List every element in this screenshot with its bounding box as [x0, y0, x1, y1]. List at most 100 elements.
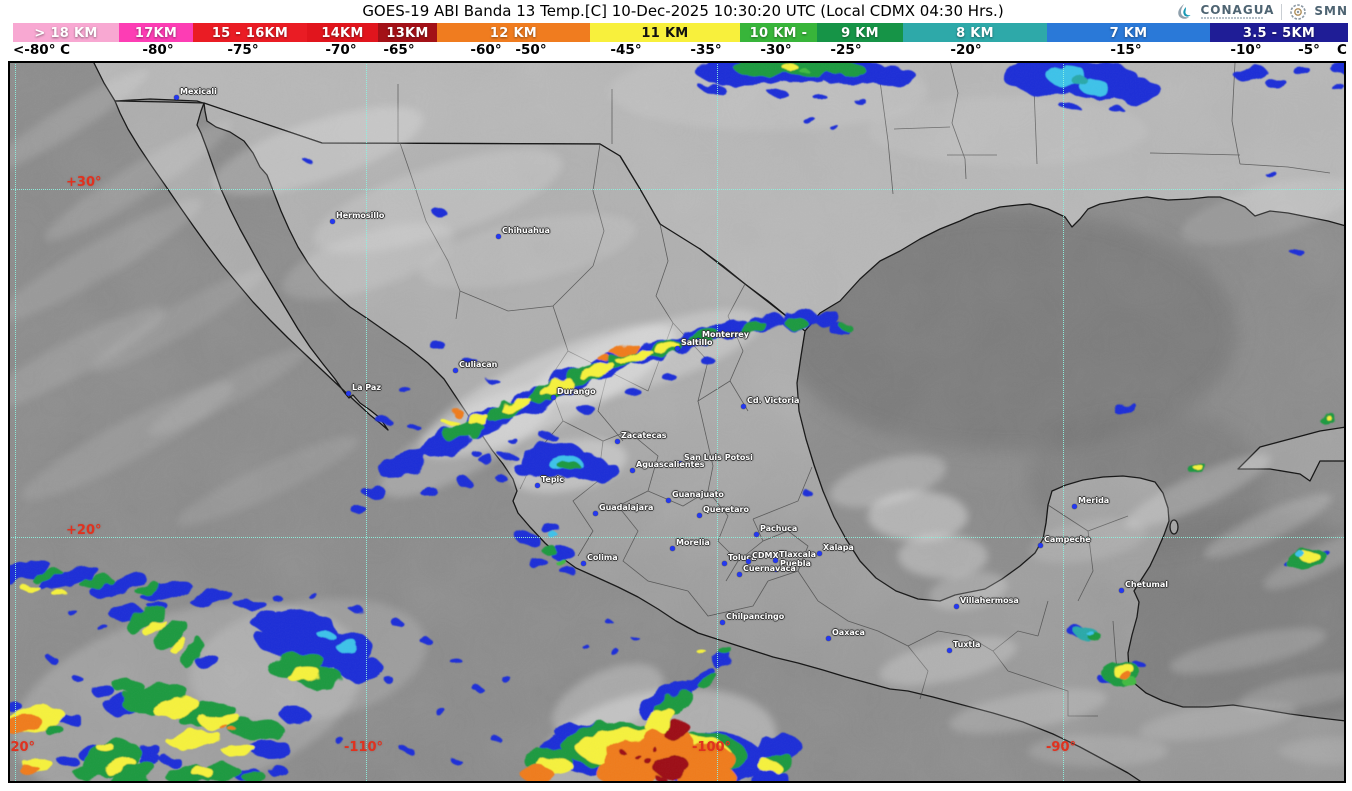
altitude-segment: 14KM	[307, 23, 378, 43]
temperature-tick: -10°	[1230, 42, 1262, 58]
city-dot-icon	[1038, 543, 1043, 548]
city-dot-icon	[630, 468, 635, 473]
city-label: La Paz	[352, 383, 381, 392]
city-dot-icon	[581, 561, 586, 566]
temperature-tick: -80°	[142, 42, 174, 58]
altitude-segment: 12 KM	[437, 23, 590, 43]
city-dot-icon	[774, 567, 779, 572]
temperature-tick: <-80° C	[13, 42, 71, 58]
city-dot-icon	[174, 95, 179, 100]
city-dot-icon	[697, 513, 702, 518]
temperature-tick: -60°	[470, 42, 502, 58]
city-dot-icon	[593, 511, 598, 516]
city-label: Zacatecas	[621, 431, 667, 440]
conagua-logo: CONAGUA	[1200, 4, 1275, 19]
city-label: Saltillo	[681, 338, 713, 347]
city-label: Chetumal	[1125, 580, 1168, 589]
satellite-map: +30° +20° -120° -110° -100° -90° Mexicali Herm…	[8, 61, 1346, 783]
grid-meridian	[366, 61, 367, 783]
altitude-segment: 13KM	[378, 23, 437, 43]
city-dot-icon	[666, 498, 671, 503]
coordinate-label: -120°	[8, 740, 36, 755]
city-dot-icon	[1072, 504, 1077, 509]
altitude-segment: 11 KM	[590, 23, 740, 43]
altitude-segment: 7 KM	[1047, 23, 1210, 43]
coordinate-label: -90°	[1046, 740, 1076, 755]
smn-logo-icon	[1290, 3, 1307, 20]
city-label: Campeche	[1044, 535, 1091, 544]
temperature-tick: C	[1337, 42, 1347, 58]
city-dot-icon	[741, 404, 746, 409]
city-label: Villahermosa	[960, 596, 1019, 605]
grid-meridian	[717, 61, 718, 783]
city-dot-icon	[817, 551, 822, 556]
altitude-segment: 3.5 - 5KM	[1210, 23, 1348, 43]
city-dot-icon	[720, 620, 725, 625]
conagua-logo-icon	[1177, 3, 1190, 19]
city-dot-icon	[826, 636, 831, 641]
temperature-tick: -30°	[760, 42, 792, 58]
city-dot-icon	[670, 546, 675, 551]
city-dot-icon	[722, 561, 727, 566]
altitude-segment: > 18 KM	[13, 23, 119, 43]
city-label: Oaxaca	[832, 628, 865, 637]
temperature-scale: <-80° C -80° -75° -70° -65° -60° -50° -45° -35° -…	[0, 42, 1352, 60]
city-label: Mexicali	[180, 87, 217, 96]
city-dot-icon	[1119, 588, 1124, 593]
temperature-tick: -15°	[1110, 42, 1142, 58]
city-label: Queretaro	[703, 505, 749, 514]
city-dot-icon	[954, 604, 959, 609]
city-dot-icon	[773, 558, 778, 563]
temperature-tick: -20°	[950, 42, 982, 58]
city-label: Aguascalientes	[636, 460, 705, 469]
city-label: Guanajuato	[672, 490, 724, 499]
city-label: Toluca	[728, 553, 757, 562]
grid-parallel	[8, 537, 1346, 538]
coordinate-label: -110°	[344, 740, 384, 755]
smn-logo-text: SMN	[1314, 4, 1348, 18]
city-label: Guadalajara	[599, 503, 654, 512]
city-label: Pachuca	[760, 524, 798, 533]
city-dot-icon	[754, 532, 759, 537]
city-label: Morelia	[676, 538, 710, 547]
city-label: Puebla	[780, 559, 811, 568]
temperature-tick: -70°	[325, 42, 357, 58]
grid-parallel	[8, 189, 1346, 190]
city-dot-icon	[696, 338, 701, 343]
city-dot-icon	[496, 234, 501, 239]
city-label: Chilpancingo	[726, 612, 785, 621]
city-label: Durango	[557, 387, 596, 396]
city-label: Merida	[1078, 496, 1110, 505]
city-dot-icon	[346, 391, 351, 396]
temperature-tick: -25°	[830, 42, 862, 58]
city-dot-icon	[737, 572, 742, 577]
temperature-tick: -45°	[610, 42, 642, 58]
city-dot-icon	[535, 483, 540, 488]
coordinate-label: -100°	[692, 740, 732, 755]
city-label: Cd. Victoria	[747, 396, 800, 405]
temperature-tick: -75°	[227, 42, 259, 58]
logo-divider	[1281, 3, 1283, 20]
city-dot-icon	[551, 395, 556, 400]
altitude-segment: 17KM	[119, 23, 193, 43]
altitude-segment: 10 KM -	[740, 23, 817, 43]
city-label: Culiacan	[459, 360, 498, 369]
temperature-tick: -5°	[1298, 42, 1320, 58]
header: GOES-19 ABI Banda 13 Temp.[C] 10-Dec-202…	[0, 0, 1352, 23]
city-dot-icon	[675, 346, 680, 351]
city-label: Tlaxcala	[779, 550, 817, 559]
city-dot-icon	[453, 368, 458, 373]
satellite-imagery	[8, 61, 1346, 783]
city-label: CDMX	[752, 551, 779, 560]
conagua-tagline	[1200, 16, 1263, 19]
page-title: GOES-19 ABI Banda 13 Temp.[C] 10-Dec-202…	[362, 2, 1004, 20]
coordinate-label: +20°	[66, 523, 102, 538]
city-label: Tuxtla	[953, 640, 981, 649]
altitude-segment: 8 KM	[903, 23, 1047, 43]
city-dot-icon	[947, 648, 952, 653]
image-grain	[8, 61, 1346, 783]
city-label: Hermosillo	[336, 211, 385, 220]
city-label: Chihuahua	[502, 226, 550, 235]
altitude-segment: 9 KM	[817, 23, 903, 43]
